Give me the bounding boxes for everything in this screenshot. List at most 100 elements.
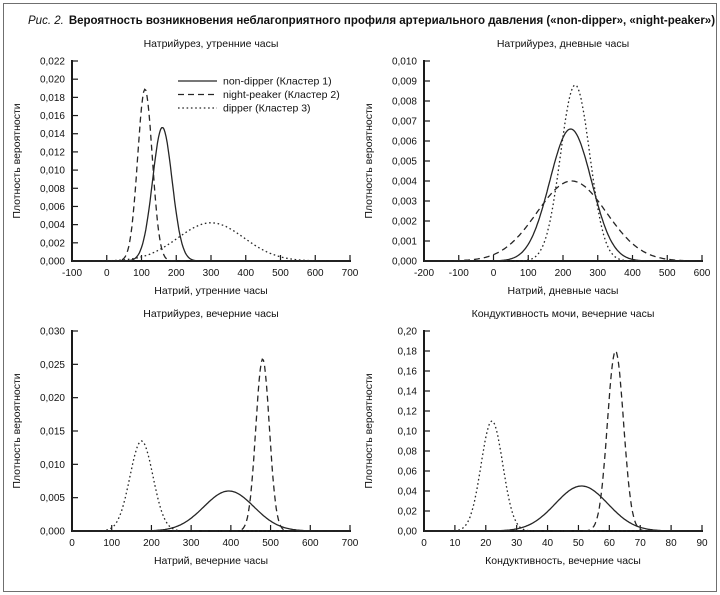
x-tick-label: -100 xyxy=(62,268,82,279)
x-tick-label: 100 xyxy=(103,538,120,549)
x-tick-label: 50 xyxy=(573,538,585,549)
y-tick-label: 0,006 xyxy=(40,202,65,213)
y-tick-label: 0,009 xyxy=(392,77,417,88)
chart-title: Натрийурез, утренние часы xyxy=(144,38,279,50)
y-tick-label: 0,020 xyxy=(40,394,65,405)
chart-grid: Натрийурез, утренние часы 0,000 0,002 0,004… xyxy=(4,33,716,571)
y-tick-label: 0,008 xyxy=(392,97,417,108)
y-tick-label: 0,010 xyxy=(40,460,65,471)
y-tick-label: 0,06 xyxy=(398,467,418,478)
y-tick-label: 0,006 xyxy=(392,137,417,148)
y-tick-label: 0,08 xyxy=(398,447,418,458)
chart-natriuresis-morning: Натрийурез, утренние часы 0,000 0,002 0,004… xyxy=(9,33,361,301)
density-curve-dotted xyxy=(72,222,350,263)
y-tick-label: 0,030 xyxy=(40,327,65,338)
density-curve-solid xyxy=(72,127,350,263)
x-tick-label: 300 xyxy=(183,538,200,549)
y-axis-label: Плотность вероятности xyxy=(11,104,23,219)
y-tick-label: 0,004 xyxy=(40,221,65,232)
x-tick-label: 70 xyxy=(635,538,647,549)
y-tick-label: 0,000 xyxy=(392,257,417,268)
y-tick-label: 0,007 xyxy=(392,117,417,128)
y-tick-label: 0,020 xyxy=(40,75,65,86)
x-tick-label: 200 xyxy=(555,268,572,279)
y-tick-label: 0,025 xyxy=(40,360,65,371)
x-axis-label: Кондуктивность, вечерние часы xyxy=(485,555,641,567)
y-tick-label: 0,008 xyxy=(40,184,65,195)
x-tick-label: 500 xyxy=(262,538,279,549)
x-tick-label: 100 xyxy=(133,268,150,279)
density-curve-dashed xyxy=(72,88,350,263)
x-tick-label: 90 xyxy=(696,538,708,549)
y-tick-label: 0,20 xyxy=(398,327,418,338)
density-curve-solid xyxy=(424,485,702,533)
x-tick-label: 0 xyxy=(104,268,110,279)
x-tick-label: 300 xyxy=(203,268,220,279)
y-tick-label: 0,18 xyxy=(398,347,418,358)
x-axis-label: Натрий, вечерние часы xyxy=(154,555,268,567)
y-axis-label: Плотность вероятности xyxy=(363,374,375,489)
chart-svg: Натрийурез, утренние часы 0,000 0,002 0,004… xyxy=(11,38,359,297)
figure-frame: Рис. 2. Вероятность возникновения неблаго… xyxy=(3,3,717,592)
x-tick-label: 700 xyxy=(342,268,359,279)
y-tick-label: 0,000 xyxy=(40,527,65,538)
y-tick-label: 0,022 xyxy=(40,57,65,68)
y-tick-label: 0,14 xyxy=(398,387,418,398)
y-tick-label: 0,010 xyxy=(392,57,417,68)
legend-label: non-dipper (Кластер 1) xyxy=(223,76,332,88)
x-tick-label: 500 xyxy=(659,268,676,279)
density-curve-dashed xyxy=(424,350,702,533)
x-tick-label: 10 xyxy=(449,538,461,549)
x-tick-label: 30 xyxy=(511,538,523,549)
y-axis-label: Плотность вероятности xyxy=(363,104,375,219)
y-tick-label: 0,003 xyxy=(392,197,417,208)
x-tick-label: -200 xyxy=(414,268,434,279)
y-tick-label: 0,002 xyxy=(40,239,65,250)
legend-label: night-peaker (Кластер 2) xyxy=(223,89,340,101)
y-tick-label: 0,001 xyxy=(392,237,417,248)
x-tick-label: 80 xyxy=(666,538,678,549)
y-tick-label: 0,002 xyxy=(392,217,417,228)
density-curve-dashed xyxy=(72,358,350,533)
y-tick-label: 0,12 xyxy=(398,407,418,418)
y-tick-label: 0,16 xyxy=(398,367,418,378)
density-curve-dotted xyxy=(424,420,702,533)
legend-label: dipper (Кластер 3) xyxy=(223,103,311,115)
chart-title: Натрийурез, вечерние часы xyxy=(143,308,278,320)
figure-caption: Рис. 2. Вероятность возникновения неблаго… xyxy=(4,4,716,28)
density-curve-solid xyxy=(424,128,702,263)
x-tick-label: 200 xyxy=(168,268,185,279)
y-tick-label: 0,010 xyxy=(40,166,65,177)
x-tick-label: 200 xyxy=(143,538,160,549)
x-tick-label: 500 xyxy=(272,268,289,279)
density-curve-solid xyxy=(72,490,350,533)
legend: non-dipper (Кластер 1)night-peaker (Клас… xyxy=(178,76,340,115)
density-curve-dotted xyxy=(72,440,350,533)
y-tick-label: 0,02 xyxy=(398,507,418,518)
density-curve-dotted xyxy=(424,84,702,263)
x-axis-label: Натрий, дневные часы xyxy=(508,285,619,297)
x-tick-label: 300 xyxy=(589,268,606,279)
y-tick-label: 0,012 xyxy=(40,148,65,159)
x-tick-label: 0 xyxy=(491,268,497,279)
chart-svg: Натрийурез, вечерние часы 0,000 0,005 0,010… xyxy=(11,308,359,567)
y-axis-label: Плотность вероятности xyxy=(11,374,23,489)
y-tick-label: 0,014 xyxy=(40,130,65,141)
x-tick-label: 0 xyxy=(421,538,427,549)
density-curve-dashed xyxy=(424,180,702,263)
caption-title: Вероятность возникновения неблагоприятно… xyxy=(68,15,716,27)
y-tick-label: 0,015 xyxy=(40,427,65,438)
chart-urine-conductivity-evening: Кондуктивность мочи, вечерние часы 0,00 0,… xyxy=(361,303,713,571)
y-tick-label: 0,016 xyxy=(40,111,65,122)
y-tick-label: 0,018 xyxy=(40,93,65,104)
y-tick-label: 0,04 xyxy=(398,487,418,498)
x-tick-label: 400 xyxy=(237,268,254,279)
y-tick-label: 0,00 xyxy=(398,527,418,538)
y-tick-label: 0,004 xyxy=(392,177,417,188)
chart-svg: Натрийурез, дневные часы 0,000 0,001 0,002 0… xyxy=(363,38,711,297)
chart-title: Кондуктивность мочи, вечерние часы xyxy=(472,308,655,320)
chart-svg: Кондуктивность мочи, вечерние часы 0,00 0,… xyxy=(363,308,708,567)
x-tick-label: 60 xyxy=(604,538,616,549)
x-tick-label: 40 xyxy=(542,538,554,549)
y-tick-label: 0,005 xyxy=(392,157,417,168)
